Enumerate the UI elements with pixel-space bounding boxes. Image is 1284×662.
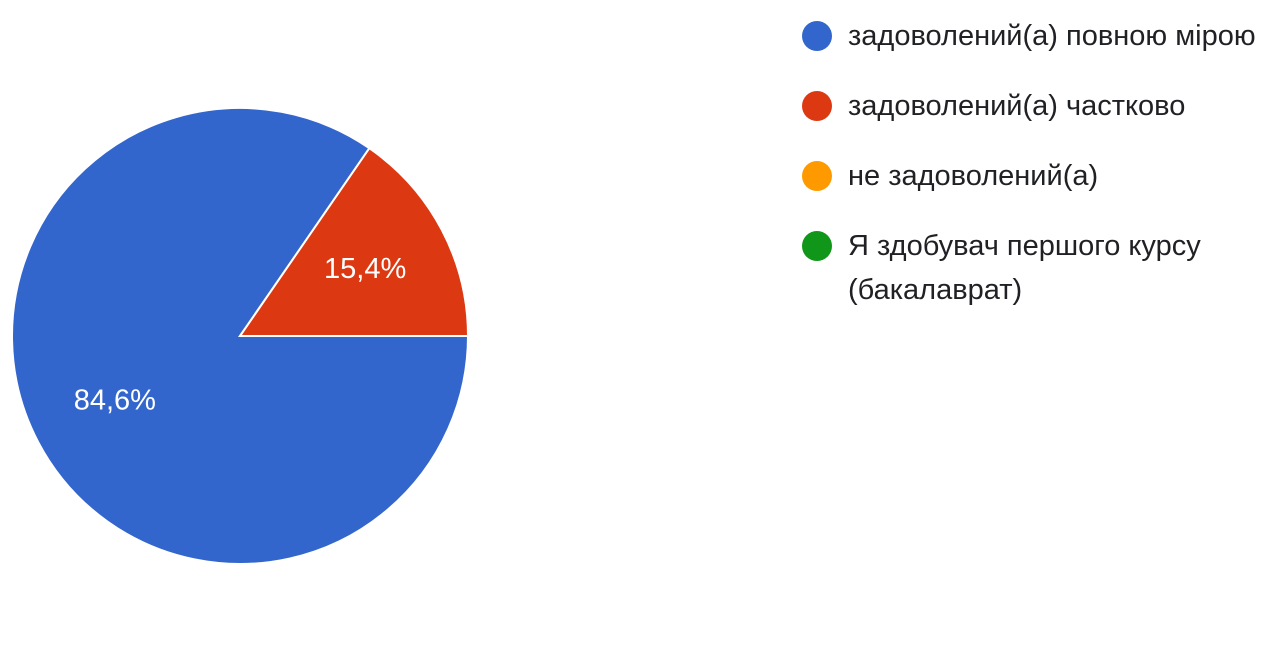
legend-item-not-satisfied: не задоволений(а) <box>802 154 1272 198</box>
chart-legend: задоволений(а) повною мірою задоволений(… <box>802 14 1272 338</box>
slice-value-label: 84,6% <box>74 384 156 416</box>
pie-slice <box>11 107 470 565</box>
legend-label: задоволений(а) повною мірою <box>848 20 1256 52</box>
legend-label: не задоволений(а) <box>848 160 1099 192</box>
legend-item-fully-satisfied: задоволений(а) повною мірою <box>802 14 1272 58</box>
legend-label: Я здобувач першого курсу (бакалаврат) <box>848 230 1201 306</box>
legend-swatch-icon <box>802 161 832 191</box>
legend-swatch-icon <box>802 21 832 51</box>
slice-value-label: 15,4% <box>324 253 406 285</box>
legend-swatch-icon <box>802 231 832 261</box>
legend-label: задоволений(а) частково <box>848 90 1186 122</box>
legend-swatch-icon <box>802 91 832 121</box>
legend-item-partially-satisfied: задоволений(а) частково <box>802 84 1272 128</box>
legend-item-first-year: Я здобувач першого курсу (бакалаврат) <box>802 224 1272 312</box>
pie-slice <box>238 146 470 337</box>
